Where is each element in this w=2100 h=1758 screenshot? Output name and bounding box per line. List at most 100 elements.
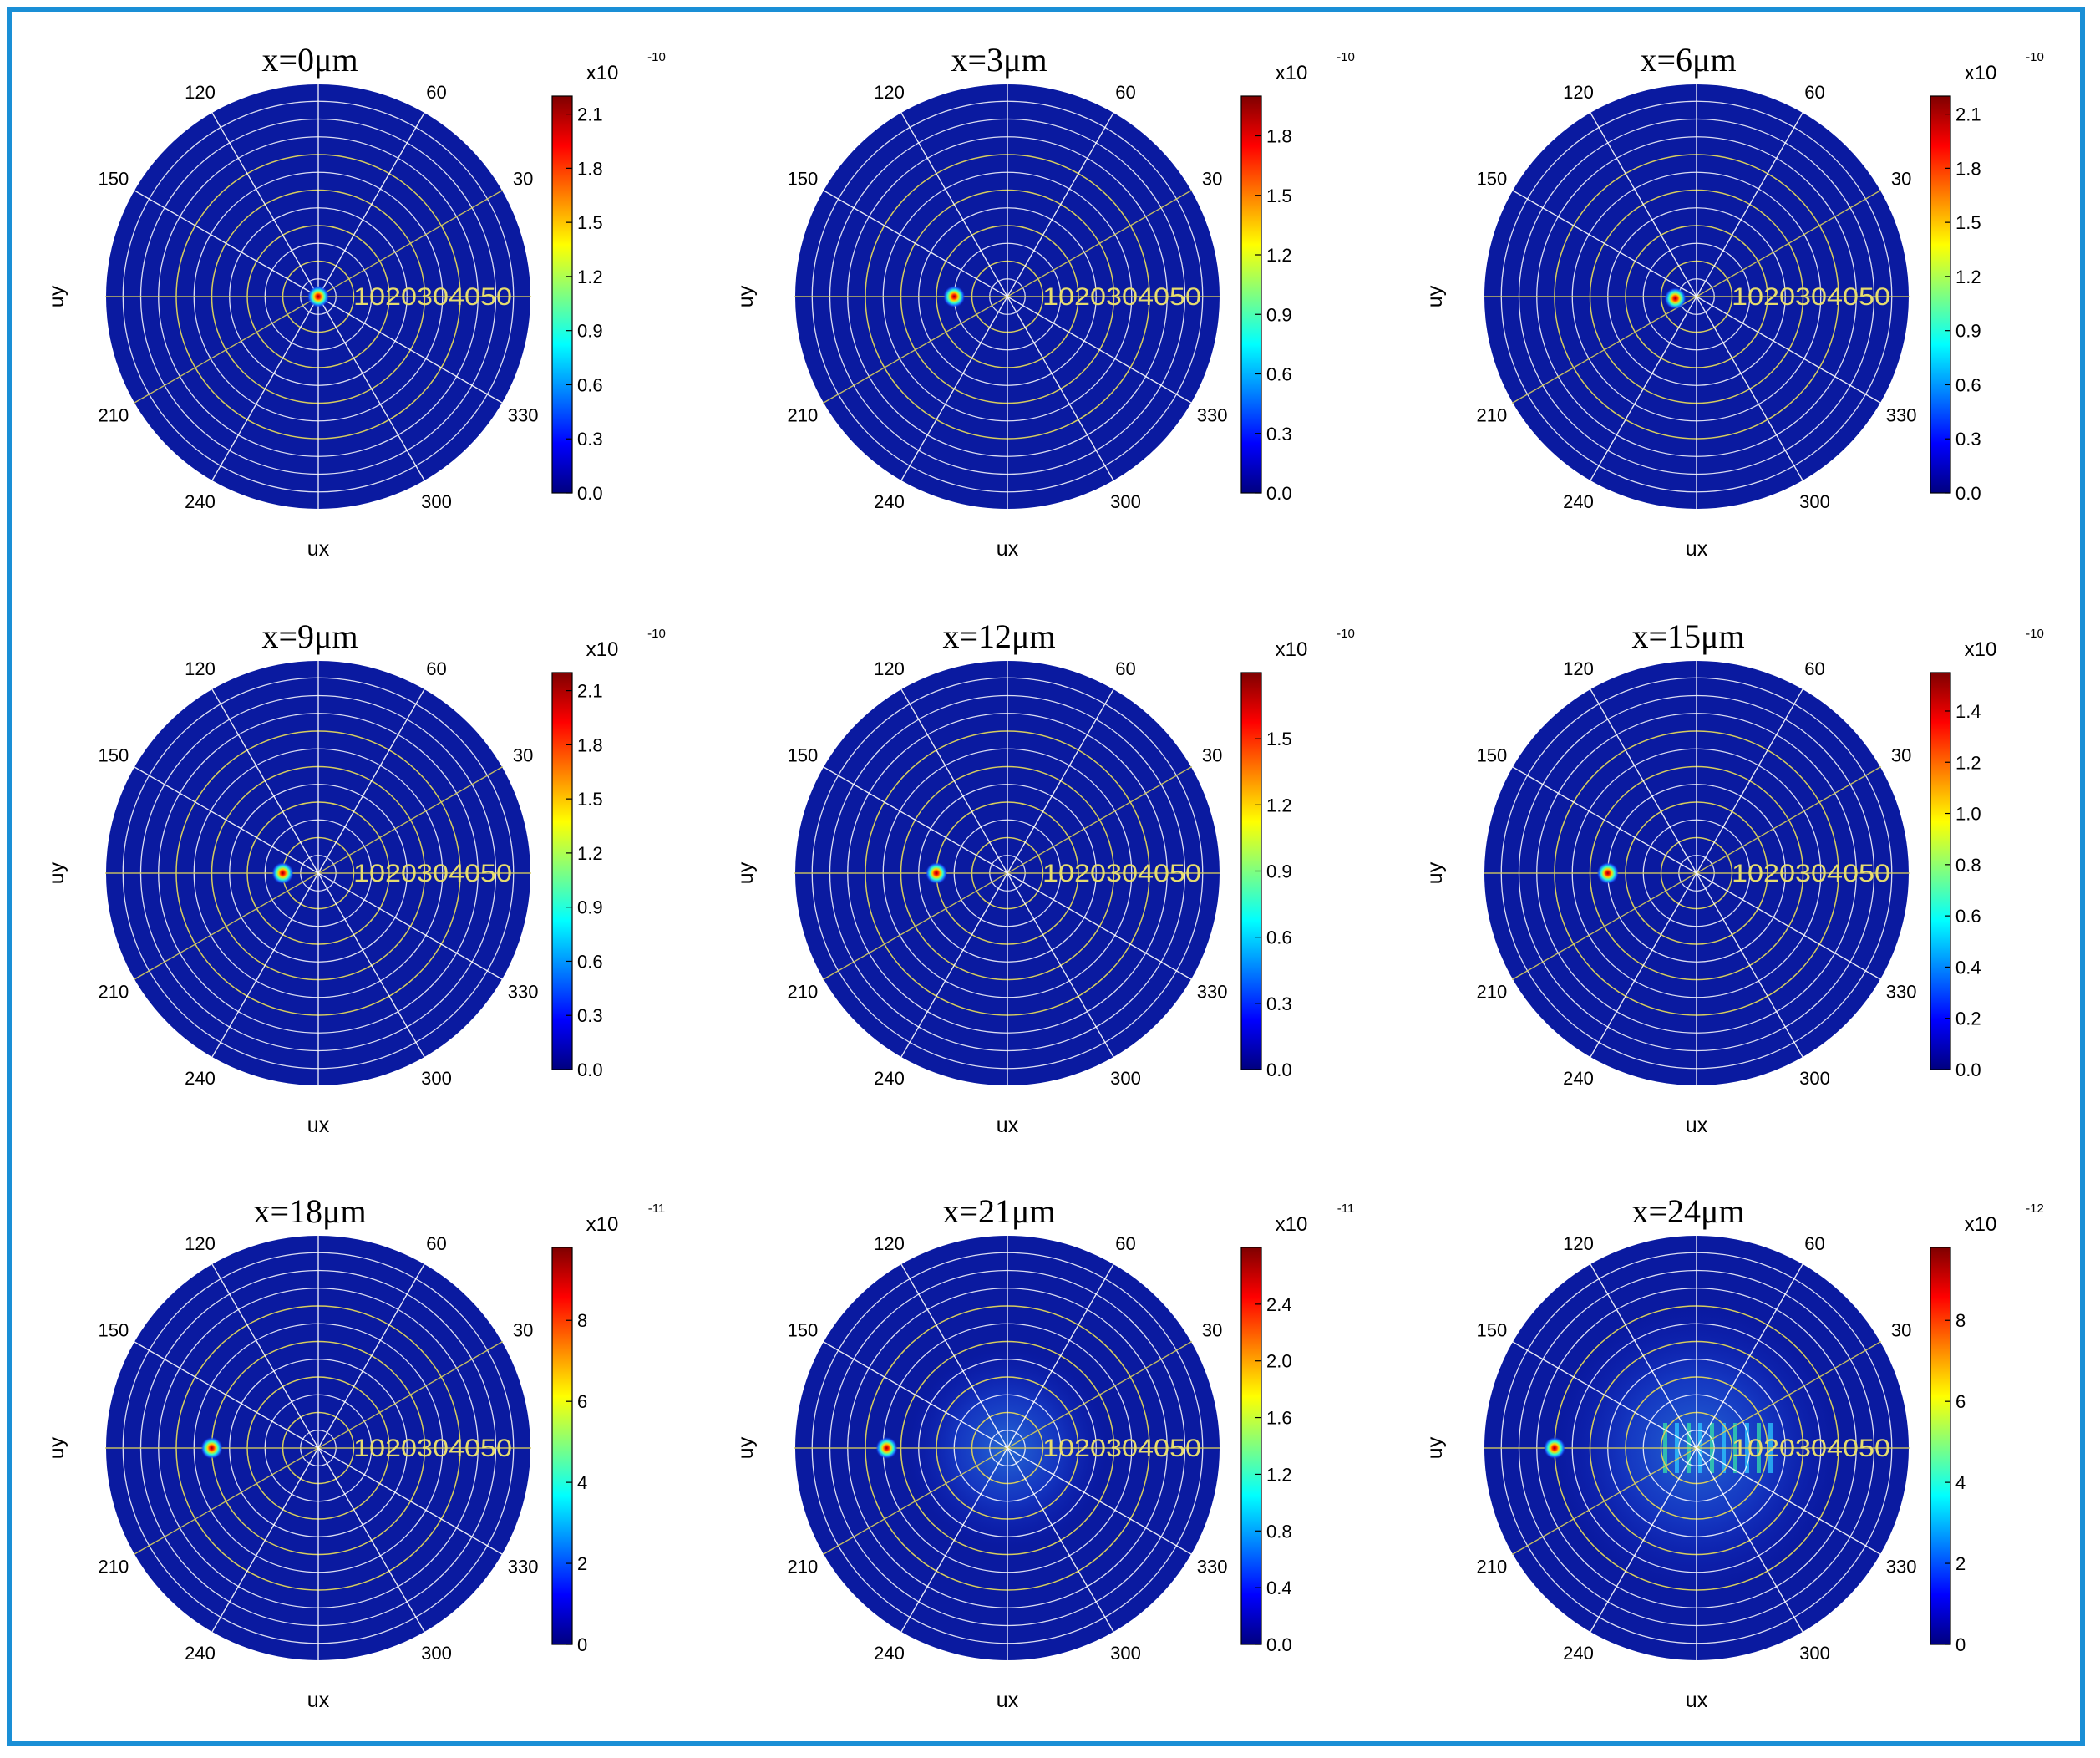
angle-tick-label: 300 xyxy=(421,1068,452,1089)
colorbar-tick-label: 1.8 xyxy=(1266,126,1292,147)
x-axis-label: ux xyxy=(307,1689,330,1712)
colorbar xyxy=(1240,95,1262,494)
colorbar-tick-label: 1.8 xyxy=(577,734,603,755)
radial-tick-labels: 1020304050 xyxy=(1042,1435,1201,1462)
angle-tick-label: 240 xyxy=(874,491,905,512)
angle-tick-label: 60 xyxy=(426,1233,446,1254)
colorbar-tick-label: 1.5 xyxy=(1266,185,1292,206)
angle-tick-label: 330 xyxy=(1886,982,1917,1003)
colorbar-tick-label: 0 xyxy=(1955,1634,1966,1655)
angle-tick-label: 60 xyxy=(1115,1233,1135,1254)
polar-panel: x=21μm 1020304050 30 60 120 150 210 240 300 330 ux… xyxy=(734,1192,1354,1712)
panel-title: x=24μm xyxy=(1631,1192,1744,1230)
y-axis-label: uy xyxy=(734,285,758,307)
angle-tick-label: 120 xyxy=(185,82,216,103)
polar-panel: x=3μm 1020304050 30 60 120 150 210 240 300 330 ux u… xyxy=(734,41,1355,561)
colorbar-exponent: -11 xyxy=(1337,1202,1355,1216)
angle-tick-label: 120 xyxy=(1563,1233,1594,1254)
angle-tick-label: 300 xyxy=(421,1643,452,1664)
y-axis-label: uy xyxy=(45,1436,68,1459)
angle-tick-label: 240 xyxy=(185,1643,216,1664)
colorbar-tick-label: 0.3 xyxy=(577,1005,603,1026)
angle-tick-label: 60 xyxy=(426,82,446,103)
angle-tick-label: 60 xyxy=(1804,658,1824,679)
angle-tick-label: 300 xyxy=(1799,491,1830,512)
panel-title: x=0μm xyxy=(261,41,358,79)
colorbar-tick-label: 8 xyxy=(577,1310,587,1331)
colorbar-tick-label: 1.2 xyxy=(1266,795,1292,815)
angle-tick-label: 120 xyxy=(874,82,905,103)
colorbar-tick-label: 2.1 xyxy=(577,681,603,702)
colorbar-tick-label: 2.4 xyxy=(1266,1294,1292,1315)
colorbar-tick-label: 1.6 xyxy=(1266,1408,1292,1429)
angle-tick-label: 30 xyxy=(513,1320,533,1341)
colorbar-tick-label: 0.6 xyxy=(1266,927,1292,948)
radial-tick-labels: 1020304050 xyxy=(353,283,512,311)
x-axis-label: ux xyxy=(1686,537,1708,561)
angle-tick-label: 240 xyxy=(874,1068,905,1089)
colorbar-tick-label: 1.0 xyxy=(1955,804,1981,825)
angle-tick-label: 210 xyxy=(788,982,819,1003)
colorbar-tick-label: 2 xyxy=(1955,1553,1966,1574)
colorbar-tick-label: 1.2 xyxy=(1955,267,1981,287)
y-axis-label: uy xyxy=(734,1436,758,1459)
y-axis-label: uy xyxy=(734,861,758,884)
colorbar-exponent: -10 xyxy=(1337,627,1355,641)
colorbar-tick-label: 0.9 xyxy=(577,897,603,918)
angle-tick-label: 240 xyxy=(1563,491,1594,512)
radial-tick-labels: 1020304050 xyxy=(353,1435,512,1462)
colorbar-tick-label: 2.0 xyxy=(1266,1351,1292,1372)
intensity-spot xyxy=(200,1437,223,1459)
y-axis-label: uy xyxy=(1423,1436,1447,1459)
y-axis-label: uy xyxy=(1423,285,1447,307)
intensity-spot xyxy=(1596,862,1619,884)
angle-tick-label: 330 xyxy=(508,982,539,1003)
colorbar-tick-label: 0.6 xyxy=(1955,374,1981,395)
colorbar-tick-label: 0.4 xyxy=(1955,957,1981,978)
polar-panel: x=12μm 1020304050 30 60 120 150 210 240 300 330 ux… xyxy=(734,617,1355,1137)
x-axis-label: ux xyxy=(1686,1689,1708,1712)
y-axis-label: uy xyxy=(1423,861,1447,884)
colorbar-tick-label: 1.2 xyxy=(1266,245,1292,266)
colorbar-exponent: -10 xyxy=(2026,50,2044,64)
colorbar-tick-label: 1.8 xyxy=(577,158,603,179)
grid-spoke xyxy=(1511,1340,1882,1556)
colorbar-tick-label: 8 xyxy=(1955,1310,1966,1331)
colorbar-tick-label: 1.5 xyxy=(577,212,603,233)
angle-tick-label: 30 xyxy=(1202,1320,1222,1341)
angle-tick-label: 120 xyxy=(185,1233,216,1254)
intensity-spot xyxy=(1664,287,1687,310)
colorbar-exponent: -10 xyxy=(647,627,666,641)
colorbar-tick-label: 2.1 xyxy=(577,104,603,125)
angle-tick-label: 330 xyxy=(1197,982,1228,1003)
colorbar-tick-label: 0.8 xyxy=(1955,855,1981,876)
x-axis-label: ux xyxy=(997,537,1019,561)
intensity-spot xyxy=(875,1437,898,1459)
angle-tick-label: 30 xyxy=(1202,745,1222,766)
panel-title: x=21μm xyxy=(942,1192,1055,1230)
colorbar xyxy=(551,672,573,1070)
polar-panel: x=15μm 1020304050 30 60 120 150 210 240 300 330 ux… xyxy=(1423,617,2044,1137)
angle-tick-label: 150 xyxy=(788,745,819,766)
panel-title: x=3μm xyxy=(951,41,1047,79)
colorbar-tick-label: 0.0 xyxy=(1955,1059,1981,1080)
colorbar-exponent: -10 xyxy=(2026,627,2044,641)
colorbar xyxy=(1930,672,1951,1070)
colorbar-tick-label: 1.5 xyxy=(577,789,603,810)
angle-tick-label: 330 xyxy=(1197,405,1228,426)
colorbar-multiplier: x10 xyxy=(1965,62,1997,84)
colorbar-tick-label: 0.0 xyxy=(1266,483,1292,504)
grid-spoke xyxy=(822,765,1193,981)
colorbar-multiplier: x10 xyxy=(586,1213,619,1236)
angle-tick-label: 30 xyxy=(1202,169,1222,190)
angle-tick-label: 150 xyxy=(99,169,129,190)
intensity-spot xyxy=(1544,1437,1565,1459)
colorbar-tick-label: 0.6 xyxy=(1955,906,1981,927)
colorbar-tick-label: 0.3 xyxy=(577,429,603,450)
colorbar-tick-label: 0.2 xyxy=(1955,1009,1981,1029)
angle-tick-label: 120 xyxy=(1563,658,1594,679)
radial-tick-labels: 1020304050 xyxy=(1732,1435,1890,1462)
angle-tick-label: 210 xyxy=(1477,405,1508,426)
